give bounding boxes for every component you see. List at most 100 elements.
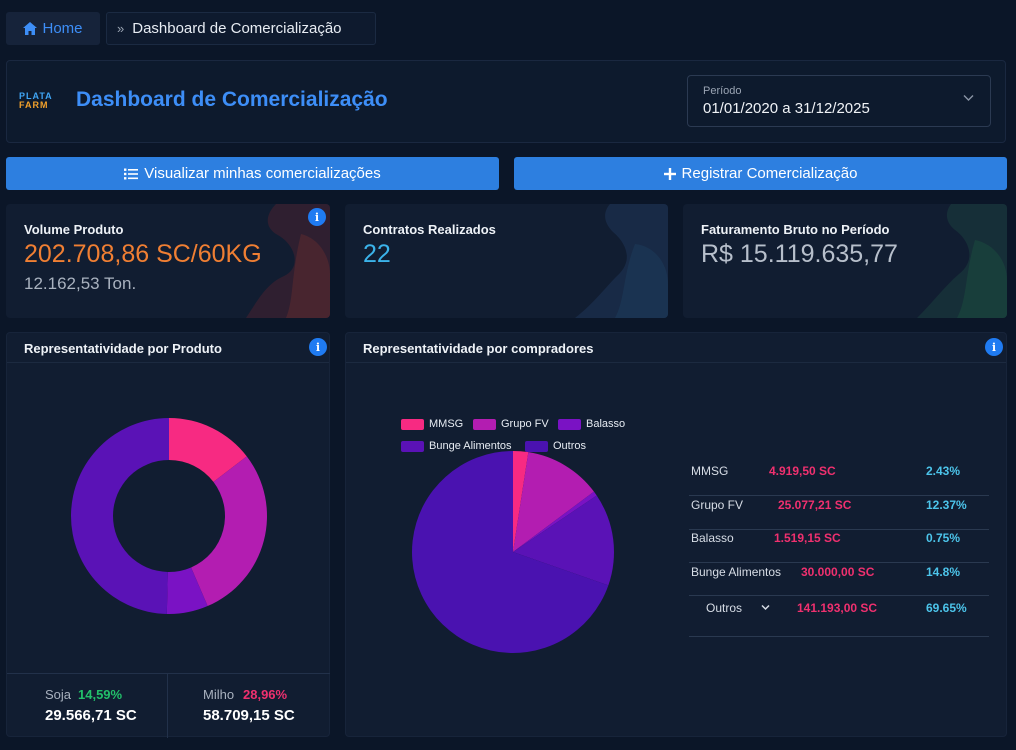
legend-label: Outros (553, 440, 587, 452)
legend-label: Grupo FV (501, 418, 549, 430)
breadcrumb-current-label: Dashboard de Comercialização (132, 20, 342, 37)
legend-swatch (401, 418, 424, 430)
breadcrumb-home-label: Home (42, 20, 83, 37)
volume-title: Volume Produto (24, 222, 124, 237)
buyer-row-grupo-fv: Grupo FV 25.077,21 SC 12.37% (689, 498, 989, 532)
product-panel-title: Representatividade por Produto (24, 341, 222, 356)
period-label: Período (703, 85, 742, 97)
product-name: Milho (203, 687, 235, 702)
volume-info-icon[interactable]: i (308, 208, 326, 226)
row-divider (689, 636, 989, 637)
product-value: 58.709,15 SC (203, 707, 295, 724)
view-commercializations-button[interactable]: Visualizar minhas comercializações (6, 157, 499, 190)
contracts-value: 22 (363, 240, 391, 268)
legend-swatch (525, 440, 548, 452)
contracts-title: Contratos Realizados (363, 222, 496, 237)
legend-label: MMSG (429, 418, 464, 430)
revenue-card: Faturamento Bruto no Período R$ 15.119.6… (683, 204, 1007, 318)
product-slice-1[interactable] (191, 456, 267, 607)
legend-item[interactable]: Balasso (558, 418, 625, 430)
buyer-slice-2[interactable] (513, 491, 597, 552)
volume-sub: 12.162,53 Ton. (24, 274, 137, 293)
page-header: PLATA FARM Dashboard de Comercialização … (6, 60, 1006, 143)
chevron-down-icon[interactable] (761, 604, 770, 611)
product-summary: Soja 14,59% 29.566,71 SC Milho 28,96% 58… (7, 673, 330, 738)
product-pct: 28,96% (243, 687, 288, 702)
platafarm-logo: PLATA FARM (19, 92, 65, 110)
contracts-card-decoration (575, 204, 668, 318)
legend-item[interactable]: MMSG (401, 418, 463, 430)
legend-swatch (473, 418, 496, 430)
product-slice-3[interactable] (71, 418, 169, 614)
product-slice-2[interactable] (166, 567, 208, 614)
buyer-value: 1.519,15 SC (774, 531, 841, 545)
period-select[interactable]: Período 01/01/2020 a 31/12/2025 (687, 75, 991, 127)
product-name: Soja (45, 687, 72, 702)
breadcrumb-separator: » (117, 21, 125, 36)
buyer-row-mmsg: MMSG 4.919,50 SC 2.43% (689, 464, 989, 498)
list-icon (124, 168, 139, 179)
buyer-name: MMSG (691, 464, 729, 478)
legend-item[interactable]: Bunge Alimentos (401, 440, 512, 452)
product-value: 29.566,71 SC (45, 707, 137, 724)
buyer-slice-1[interactable] (513, 452, 594, 552)
product-panel-header: Representatividade por Produto i (7, 333, 329, 363)
home-icon (23, 22, 38, 35)
legend-item[interactable]: Grupo FV (473, 418, 549, 430)
volume-value: 202.708,86 SC/60KG (24, 240, 262, 268)
buyer-row-balasso: Balasso 1.519,15 SC 0.75% (689, 531, 989, 565)
legend-label: Balasso (586, 418, 626, 430)
revenue-title: Faturamento Bruto no Período (701, 222, 890, 237)
view-commercializations-label: Visualizar minhas comercializações (144, 165, 381, 182)
product-pct: 14,59% (78, 687, 123, 702)
row-divider (689, 562, 989, 563)
row-divider (689, 595, 989, 596)
product-info-icon[interactable]: i (309, 338, 327, 356)
buyer-name: Balasso (691, 531, 734, 545)
buyers-panel-header: Representatividade por compradores i (346, 333, 1006, 363)
buyer-value: 4.919,50 SC (769, 464, 836, 478)
buyer-value: 30.000,00 SC (801, 565, 875, 579)
product-donut-chart (71, 418, 267, 614)
buyers-panel: Representatividade por compradores i MMS… (345, 332, 1007, 737)
legend-item[interactable]: Outros (525, 440, 586, 452)
product-panel: Representatividade por Produto i Soja 14… (6, 332, 330, 738)
legend-label: Bunge Alimentos (429, 440, 512, 452)
breadcrumb-home[interactable]: Home (6, 12, 100, 45)
page-title: Dashboard de Comercialização (76, 88, 388, 111)
buyer-name: Grupo FV (691, 498, 744, 512)
buyer-value: 141.193,00 SC (797, 601, 878, 615)
period-value: 01/01/2020 a 31/12/2025 (703, 100, 870, 117)
buyer-pct: 2.43% (926, 464, 961, 478)
buyer-pct: 69.65% (926, 601, 967, 615)
buyers-pie-chart (412, 451, 614, 653)
register-commercialization-label: Registrar Comercialização (681, 165, 858, 182)
buyer-name: Outros (706, 601, 743, 615)
volume-card: Volume Produto 202.708,86 SC/60KG 12.162… (6, 204, 330, 318)
buyers-panel-title: Representatividade por compradores (363, 341, 594, 356)
buyer-pct: 12.37% (926, 498, 967, 512)
buyer-value: 25.077,21 SC (778, 498, 852, 512)
logo-bottom: FARM (19, 100, 49, 110)
buyer-slice-3[interactable] (513, 495, 614, 586)
contracts-card: Contratos Realizados 22 (345, 204, 668, 318)
buyer-row-bunge: Bunge Alimentos 30.000,00 SC 14.8% (689, 565, 989, 599)
revenue-card-decoration (917, 204, 1007, 318)
buyer-name: Bunge Alimentos (691, 565, 782, 579)
buyer-row-outros[interactable]: Outros 141.193,00 SC 69.65% (689, 601, 989, 635)
product-item-milho: Milho 28,96% 58.709,15 SC (168, 674, 330, 738)
buyer-slice-4[interactable] (412, 451, 609, 653)
buyers-info-icon[interactable]: i (985, 338, 1003, 356)
chevron-down-icon (963, 95, 974, 101)
revenue-value: R$ 15.119.635,77 (701, 240, 898, 268)
buyer-pct: 14.8% (926, 565, 961, 579)
register-commercialization-button[interactable]: Registrar Comercialização (514, 157, 1007, 190)
legend-swatch (401, 440, 424, 452)
buyer-pct: 0.75% (926, 531, 961, 545)
row-divider (689, 495, 989, 496)
breadcrumb-current: » Dashboard de Comercialização (106, 12, 376, 45)
plus-icon (663, 167, 676, 180)
product-slice-0[interactable] (169, 418, 247, 482)
volume-card-decoration (246, 204, 330, 318)
buyer-slice-0[interactable] (513, 451, 529, 552)
